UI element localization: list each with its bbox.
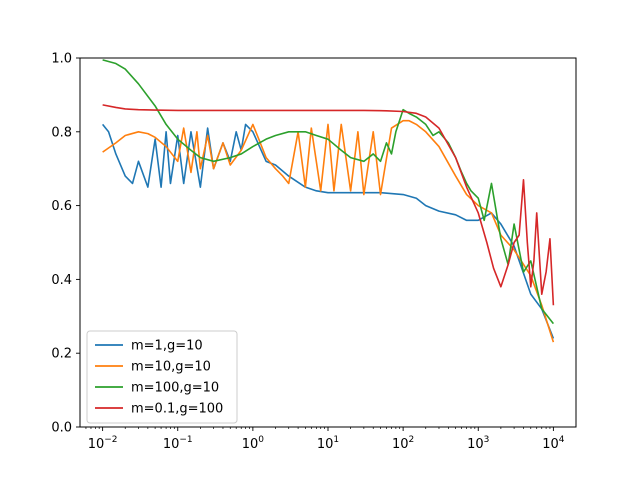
legend-label-4: m=0.1,g=100 (131, 402, 223, 417)
y-axis: 0.0 0.2 0.4 0.6 0.8 1.0 (51, 52, 80, 436)
y-tick-label: 0.8 (51, 125, 72, 140)
series-layer (101, 59, 555, 343)
series-line-1 (101, 123, 555, 339)
x-axis: 10−2 10−1 100 101 102 103 104 (85, 427, 565, 452)
x-tick-label: 10−2 (88, 435, 118, 452)
series-line-3 (102, 59, 555, 325)
x-tick-label: 10−1 (163, 435, 193, 452)
legend-box (86, 330, 238, 424)
y-tick-label: 0.6 (51, 199, 72, 214)
x-tick-label: 101 (317, 435, 339, 452)
legend-label-1: m=1,g=10 (131, 339, 203, 354)
y-tick-label: 0.2 (51, 347, 72, 362)
legend: m=1,g=10 m=10,g=10 m=100,g=10 m=0.1,g=100 (86, 330, 238, 424)
x-tick-label: 103 (467, 435, 489, 452)
x-tick-label: 104 (542, 435, 565, 452)
x-tick-label: 100 (242, 435, 265, 452)
legend-label-3: m=100,g=10 (131, 381, 219, 396)
y-tick-label: 0.0 (51, 421, 72, 436)
series-line-4 (102, 104, 555, 306)
series-line-2 (102, 119, 555, 343)
y-tick-label: 1.0 (51, 52, 72, 67)
legend-label-2: m=10,g=10 (131, 360, 211, 375)
y-tick-label: 0.4 (51, 273, 72, 288)
x-tick-label: 102 (392, 435, 414, 452)
